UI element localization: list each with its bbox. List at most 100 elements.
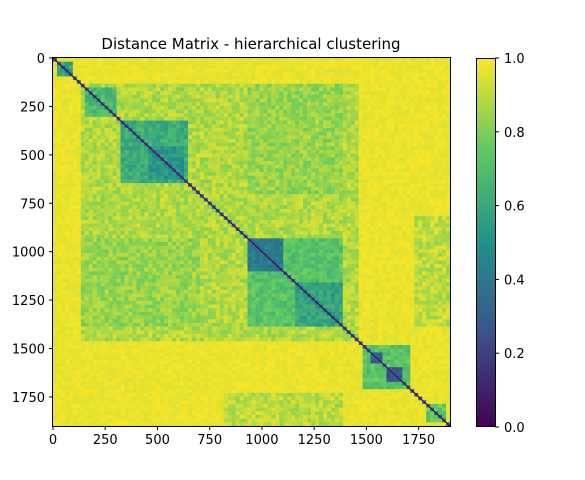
heatmap-cell: [287, 186, 292, 191]
heatmap-cell: [84, 197, 90, 202]
heatmap-cell: [223, 127, 228, 132]
heatmap-cell: [104, 172, 109, 177]
heatmap-cell: [191, 116, 197, 121]
heatmap-cell: [227, 80, 232, 85]
heatmap-cell: [112, 161, 117, 166]
heatmap-cell: [406, 227, 411, 232]
heatmap-cell: [434, 183, 439, 188]
heatmap-cell: [386, 161, 391, 166]
heatmap-cell: [96, 179, 101, 184]
heatmap-cell: [350, 164, 356, 169]
heatmap-cell: [88, 116, 93, 121]
heatmap-cell: [430, 219, 435, 224]
heatmap-cell: [132, 76, 137, 81]
heatmap-cell: [318, 175, 324, 180]
heatmap-cell: [160, 194, 165, 199]
heatmap-cell: [203, 153, 209, 158]
heatmap-cell: [414, 157, 419, 162]
heatmap-cell: [295, 212, 300, 217]
heatmap-cell: [390, 124, 395, 129]
heatmap-cell: [156, 164, 161, 169]
heatmap-cell: [132, 102, 137, 107]
heatmap-cell: [287, 105, 292, 110]
heatmap-cell: [124, 76, 129, 81]
heatmap-cell: [223, 138, 228, 143]
heatmap-cell: [80, 102, 86, 107]
heatmap-cell: [430, 161, 435, 166]
heatmap-cell: [164, 113, 169, 118]
heatmap-cell: [350, 223, 356, 228]
heatmap-cell: [92, 190, 97, 195]
heatmap-cell: [160, 102, 165, 107]
heatmap-cell: [164, 116, 169, 121]
heatmap-cell: [255, 223, 260, 228]
heatmap-cell: [307, 223, 312, 228]
heatmap-cell: [223, 190, 228, 195]
heatmap-cell: [442, 186, 447, 191]
heatmap-cell: [231, 197, 236, 202]
heatmap-cell: [128, 186, 133, 191]
heatmap-cell: [180, 205, 185, 210]
heatmap-cell: [108, 183, 113, 188]
heatmap-cell: [84, 168, 90, 173]
heatmap-cell: [215, 69, 221, 74]
heatmap-cell: [172, 146, 177, 151]
heatmap-cell: [207, 238, 213, 243]
heatmap-cell: [120, 142, 125, 147]
heatmap-cell: [104, 109, 109, 114]
heatmap-cell: [398, 109, 403, 114]
heatmap-cell: [92, 164, 97, 169]
heatmap-cell: [184, 69, 189, 74]
heatmap-cell: [96, 116, 101, 121]
heatmap-cell: [299, 183, 304, 188]
heatmap-cell: [219, 120, 225, 125]
heatmap-cell: [414, 124, 419, 129]
heatmap-cell: [414, 205, 419, 210]
heatmap-cell: [207, 164, 213, 169]
heatmap-cell: [267, 186, 272, 191]
heatmap-cell: [148, 138, 153, 143]
heatmap-cell: [140, 142, 145, 147]
heatmap-cell: [136, 223, 141, 228]
heatmap-cell: [275, 94, 280, 99]
heatmap-cell: [128, 216, 133, 221]
heatmap-cell: [132, 142, 137, 147]
heatmap-cell: [418, 72, 423, 77]
heatmap-cell: [382, 186, 387, 191]
heatmap-cell: [307, 227, 312, 232]
heatmap-cell: [251, 161, 256, 166]
heatmap-cell: [438, 65, 443, 70]
heatmap-cell: [60, 234, 66, 239]
heatmap-cell: [128, 194, 133, 199]
heatmap-cell: [116, 208, 121, 213]
heatmap-cell: [80, 230, 86, 235]
heatmap-cell: [140, 76, 145, 81]
heatmap-cell: [160, 230, 165, 235]
heatmap-cell: [120, 87, 125, 92]
heatmap-cell: [195, 212, 201, 217]
heatmap-cell: [53, 161, 58, 166]
heatmap-cell: [275, 83, 280, 88]
heatmap-cell: [148, 164, 153, 169]
heatmap-cell: [128, 65, 133, 70]
heatmap-cell: [386, 102, 391, 107]
heatmap-cell: [128, 142, 133, 147]
heatmap-cell: [223, 102, 228, 107]
heatmap-cell: [96, 230, 101, 235]
heatmap-cell: [354, 83, 359, 88]
heatmap-cell: [315, 138, 320, 143]
heatmap-cell: [148, 135, 153, 140]
heatmap-cell: [366, 208, 371, 213]
heatmap-cell: [322, 65, 328, 70]
heatmap-cell: [382, 230, 387, 235]
heatmap-cell: [108, 238, 113, 243]
heatmap-cell: [191, 197, 197, 202]
heatmap-cell: [152, 109, 157, 114]
heatmap-cell: [295, 161, 300, 166]
heatmap-cell: [191, 83, 197, 88]
heatmap-cell: [132, 186, 137, 191]
heatmap-cell: [231, 131, 236, 136]
heatmap-cell: [140, 230, 145, 235]
heatmap-cell: [259, 175, 264, 180]
heatmap-cell: [168, 168, 173, 173]
